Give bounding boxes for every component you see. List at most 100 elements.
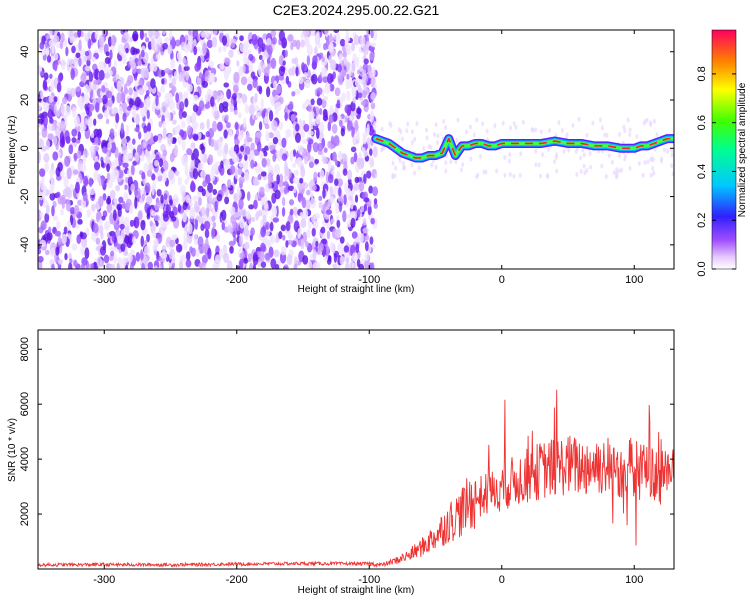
noise-speckle xyxy=(370,92,376,100)
noise-speckle xyxy=(291,65,295,76)
noise-speckle xyxy=(267,180,272,190)
noise-speckle xyxy=(315,115,321,125)
noise-speckle xyxy=(362,217,367,226)
noise-speckle xyxy=(337,64,342,73)
halo-speckle xyxy=(398,158,402,164)
noise-speckle xyxy=(129,56,133,66)
halo-speckle xyxy=(400,136,404,142)
noise-speckle xyxy=(373,120,377,131)
noise-speckle xyxy=(154,41,158,52)
noise-speckle xyxy=(71,243,78,251)
noise-speckle xyxy=(116,243,122,250)
noise-speckle xyxy=(95,237,101,245)
heatmap-frame xyxy=(37,29,675,270)
noise-speckle xyxy=(208,76,212,83)
noise-speckle xyxy=(257,173,262,181)
noise-speckle xyxy=(260,242,266,253)
noise-speckle xyxy=(71,59,76,65)
noise-speckle xyxy=(238,198,244,210)
noise-speckle xyxy=(59,40,64,50)
halo-speckle xyxy=(410,162,414,168)
noise-speckle xyxy=(173,144,179,156)
noise-speckle xyxy=(146,143,152,152)
noise-speckle xyxy=(85,106,90,115)
noise-speckle xyxy=(73,204,80,216)
noise-speckle xyxy=(217,148,223,157)
noise-speckle xyxy=(334,159,339,166)
noise-speckle xyxy=(279,186,284,194)
noise-speckle xyxy=(336,99,341,109)
noise-speckle xyxy=(313,220,319,230)
noise-speckle xyxy=(105,51,110,57)
noise-speckle xyxy=(116,203,123,211)
noise-speckle xyxy=(358,180,365,192)
noise-speckle xyxy=(345,78,350,90)
noise-speckle xyxy=(154,31,161,38)
noise-speckle xyxy=(50,179,55,190)
noise-speckle xyxy=(132,111,137,118)
noise-speckle xyxy=(177,176,182,186)
halo-speckle xyxy=(402,165,406,171)
noise-speckle xyxy=(140,49,145,58)
noise-speckle xyxy=(261,157,267,168)
noise-speckle xyxy=(345,61,351,69)
noise-speckle xyxy=(353,34,360,46)
halo-speckle xyxy=(666,148,670,154)
noise-speckle xyxy=(300,238,305,250)
noise-speckle xyxy=(254,193,259,201)
noise-speckle xyxy=(145,37,150,43)
noise-speckle xyxy=(130,46,136,56)
noise-speckle xyxy=(67,232,71,239)
noise-speckle xyxy=(146,169,153,177)
noise-speckle xyxy=(92,223,99,234)
noise-speckle xyxy=(105,90,113,99)
noise-speckle xyxy=(49,73,53,79)
noise-speckle xyxy=(228,129,233,138)
noise-speckle xyxy=(96,256,103,269)
noise-speckle xyxy=(94,168,99,178)
noise-speckle xyxy=(214,259,221,267)
noise-speckle xyxy=(151,173,156,181)
noise-speckle xyxy=(143,125,148,134)
noise-speckle xyxy=(72,106,77,118)
noise-speckle xyxy=(356,209,361,218)
noise-speckle xyxy=(290,113,296,122)
noise-speckle xyxy=(130,164,135,176)
noise-speckle xyxy=(322,188,326,199)
noise-speckle xyxy=(98,225,104,235)
noise-speckle xyxy=(297,144,304,155)
noise-speckle xyxy=(250,159,255,169)
halo-speckle xyxy=(554,155,558,161)
noise-speckle xyxy=(83,93,90,105)
halo-speckle xyxy=(575,172,579,178)
halo-speckle xyxy=(628,127,632,133)
noise-speckle xyxy=(110,141,116,154)
noise-speckle xyxy=(111,233,115,242)
noise-speckle xyxy=(86,208,92,218)
halo-speckle xyxy=(430,162,434,168)
noise-speckle xyxy=(227,224,232,233)
noise-speckle xyxy=(155,94,159,107)
halo-speckle xyxy=(582,152,586,158)
noise-speckle xyxy=(270,57,277,69)
noise-speckle xyxy=(162,160,169,171)
noise-speckle xyxy=(306,260,313,269)
noise-speckle xyxy=(363,173,367,184)
noise-speckle xyxy=(45,139,50,151)
noise-speckle xyxy=(55,191,61,198)
noise-speckle xyxy=(208,191,212,203)
noise-speckle xyxy=(104,156,110,164)
noise-speckle xyxy=(47,133,54,141)
noise-speckle xyxy=(154,265,158,269)
noise-speckle xyxy=(145,89,150,96)
noise-speckle xyxy=(99,246,107,256)
noise-speckle xyxy=(281,137,287,148)
noise-speckle xyxy=(236,60,240,67)
noise-speckle xyxy=(102,193,107,201)
noise-speckle xyxy=(153,214,160,222)
halo-speckle xyxy=(626,117,630,123)
noise-speckle xyxy=(231,151,237,163)
noise-speckle xyxy=(331,151,337,162)
noise-speckle xyxy=(162,120,166,129)
noise-speckle xyxy=(243,49,248,57)
